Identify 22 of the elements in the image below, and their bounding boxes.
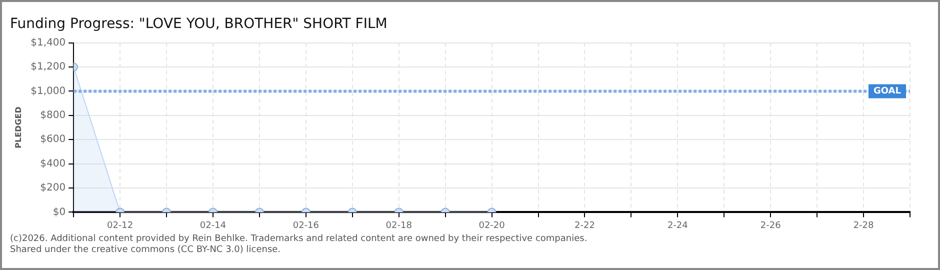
y-tick-label: $1,400 [30,37,66,48]
x-tick-label: 2-22 [574,220,595,231]
x-tick-label: 02-12 [106,220,134,231]
y-tick-label: $400 [40,158,66,170]
text: (c)2026. Additional content provided by Rein Behlke. Trademarks and related content are owned by their respective companies. [10,234,588,245]
x-tick-label: 02-16 [292,220,320,231]
y-tick-label: $600 [40,134,66,146]
x-tick-label: 02-20 [478,220,506,231]
text: Shared under the creative commons (CC BY-NC 3.0) license. [10,245,282,256]
y-axis-title: PLEDGED [14,106,23,148]
x-tick-label: 2-28 [853,220,874,231]
y-tick-label: $1,200 [30,62,66,73]
x-tick-label: 2-24 [667,220,688,231]
y-tick-label: $200 [40,182,66,194]
y-tick-label: $1,000 [30,86,66,97]
y-tick-label: $0 [52,206,66,218]
chart-title: Funding Progress: "LOVE YOU, BROTHER" SHORT FILM [10,16,388,32]
x-tick-label: 2-26 [760,220,782,231]
y-tick-label: $800 [40,110,66,121]
x-tick-label: 02-18 [386,220,412,231]
x-tick-label: 02-14 [200,220,226,231]
ref-line-label: GOAL [874,86,902,97]
